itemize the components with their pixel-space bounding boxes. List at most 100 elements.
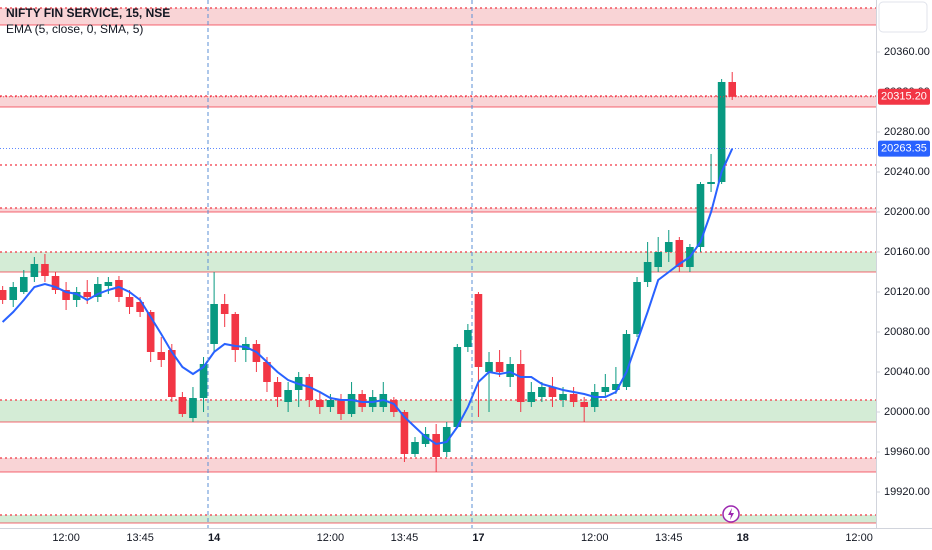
candle-body: [115, 280, 123, 297]
candle-body: [19, 277, 28, 292]
candle-body: [612, 384, 620, 390]
candle-body: [717, 82, 726, 182]
event-bolt: [728, 508, 734, 520]
candle-body: [442, 427, 451, 452]
candle-body: [136, 302, 144, 312]
x-tick-label: 13:45: [391, 532, 419, 544]
candle-body: [664, 242, 673, 252]
zone: [0, 252, 876, 272]
candle-body: [358, 394, 366, 407]
candle-body: [273, 382, 282, 397]
candle-body: [464, 330, 472, 347]
candle-body: [569, 394, 578, 402]
candle-body: [104, 282, 113, 286]
candle-body: [580, 402, 588, 407]
y-tick-label: 19960.00: [884, 446, 930, 458]
x-tick-label: 14: [208, 532, 221, 544]
candle-body: [125, 297, 134, 307]
candle-body: [189, 398, 197, 418]
y-tick-label: 20240.00: [884, 166, 930, 178]
candle-body: [231, 314, 240, 350]
zone: [0, 208, 876, 212]
price-tag-label: 20263.35: [881, 143, 927, 155]
x-tick-label: 12:00: [845, 532, 873, 544]
candle-body: [263, 362, 271, 382]
candle-body: [326, 400, 335, 407]
x-tick-label: 13:45: [655, 532, 683, 544]
candle-body: [9, 287, 18, 300]
candle-body: [62, 290, 70, 300]
x-tick-label: 12:00: [317, 532, 345, 544]
candle-body: [41, 264, 49, 276]
candle-body: [432, 434, 440, 457]
candle-body: [411, 442, 419, 454]
candle-body: [157, 352, 166, 360]
y-tick-label: 20000.00: [884, 406, 930, 418]
candle-body: [390, 400, 398, 412]
y-tick-label: 20200.00: [884, 206, 930, 218]
candle-body: [0, 290, 7, 300]
y-tick-label: 20040.00: [884, 366, 930, 378]
y-tick-label: 20080.00: [884, 326, 930, 338]
candle-body: [453, 347, 462, 427]
price-tag-label: 20315.20: [881, 91, 927, 103]
candle-body: [654, 252, 662, 267]
candle-body: [590, 392, 599, 407]
candle-body: [728, 82, 737, 97]
zone: [0, 515, 876, 523]
candle-body: [146, 312, 155, 352]
candle-body: [707, 182, 715, 184]
y-tick-label: 20280.00: [884, 126, 930, 138]
price-tag: [878, 140, 930, 157]
candle-body: [72, 292, 81, 300]
candle-body: [643, 262, 652, 282]
x-tick-label: 18: [737, 532, 749, 544]
candle-body: [622, 334, 631, 387]
x-tick-label: 13:45: [126, 532, 154, 544]
ema-line: [1, 148, 734, 446]
candle-body: [347, 394, 356, 414]
zone: [0, 96, 876, 107]
event-icon[interactable]: [722, 505, 740, 523]
candle-body: [305, 377, 314, 400]
candle-body: [474, 294, 483, 367]
candle-body: [284, 390, 292, 402]
candle-body: [495, 362, 504, 372]
candle-body: [538, 387, 546, 397]
y-tick-label: 20360.00: [884, 46, 930, 58]
candle-body: [527, 392, 536, 402]
plot-area: [0, 7, 876, 524]
candle-body: [178, 397, 187, 414]
y-tick-label: 20160.00: [884, 246, 930, 258]
candle-body: [316, 400, 324, 407]
candle-body: [421, 434, 430, 444]
candle-body: [400, 412, 409, 454]
x-tick-label: 12:00: [52, 532, 80, 544]
candle-body: [337, 400, 345, 414]
candle-body: [210, 304, 218, 344]
x-tick-label: 12:00: [581, 532, 609, 544]
candle-body: [51, 276, 60, 290]
candle-body: [696, 184, 705, 247]
candle-body: [485, 362, 493, 372]
chart-title: NIFTY FIN SERVICE, 15, NSE: [6, 6, 170, 20]
indicator-legend: EMA (5, close, 0, SMA, 5): [6, 22, 143, 36]
zone: [0, 8, 876, 25]
candle-body: [30, 264, 39, 277]
candle-body: [548, 387, 557, 397]
price-tag: [878, 88, 930, 105]
candle-body: [516, 364, 525, 402]
candle-body: [168, 350, 176, 397]
candle-body: [199, 364, 208, 398]
y-tick-label: 20120.00: [884, 286, 930, 298]
candle-body: [506, 364, 514, 377]
candle-body: [633, 282, 641, 334]
candle-body: [220, 304, 229, 314]
candle-body: [559, 394, 567, 400]
y-tick-label: 19920.00: [884, 486, 930, 498]
candle-body: [83, 292, 92, 297]
zone: [0, 400, 876, 422]
scale-button[interactable]: [878, 1, 928, 33]
